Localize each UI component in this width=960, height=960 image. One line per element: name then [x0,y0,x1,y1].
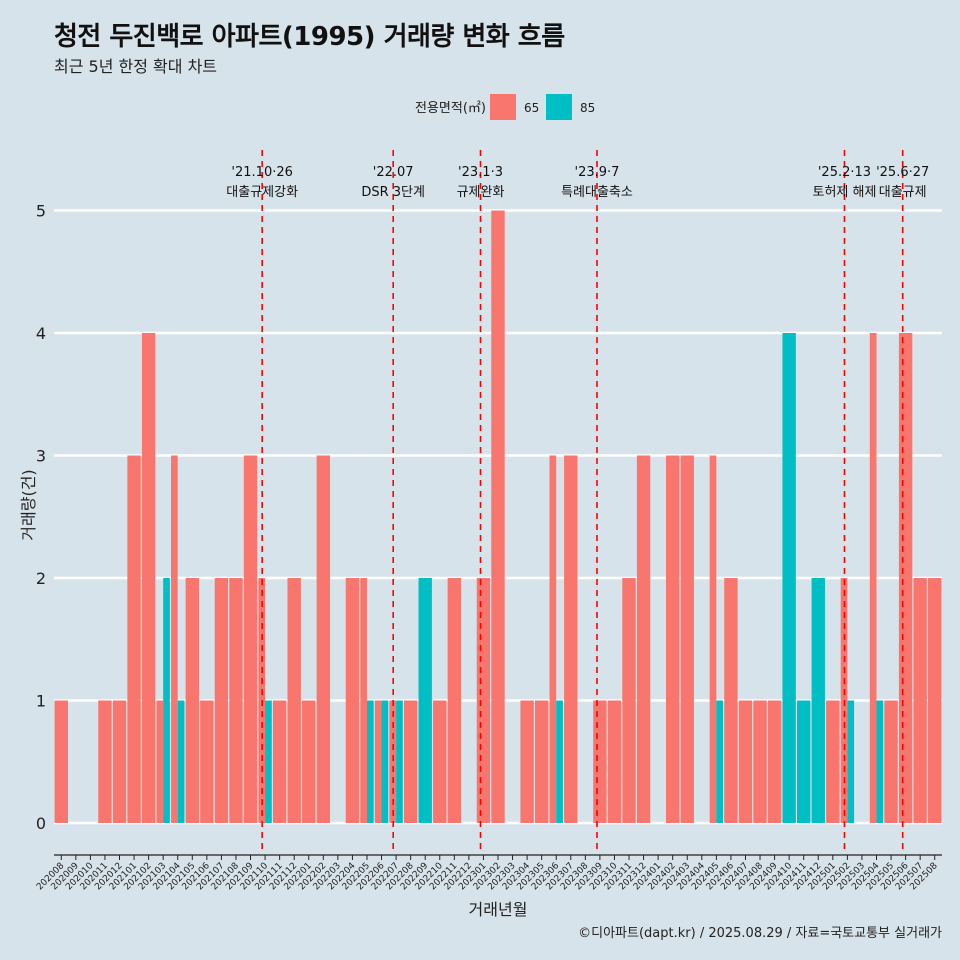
bar-202501-65 [826,700,840,823]
legend-label-85: 85 [580,101,595,115]
event-date: '21.10·26 [231,165,292,180]
bar-202412-85 [811,578,825,823]
bar-202508-65 [928,578,942,823]
bar-202104-65 [171,455,178,823]
bar-202207-85 [396,700,403,823]
bar-202106-65 [200,700,214,823]
bar-202304-65 [520,700,534,823]
bar-202112-65 [287,578,301,823]
y-tick-label: 5 [36,202,46,221]
bar-202105-65 [185,578,199,823]
bar-202410-85 [782,333,796,823]
bar-202507-65 [913,578,927,823]
bar-202406-65 [724,578,738,823]
bar-202103-85 [163,578,170,823]
bar-202301-65 [476,578,491,823]
x-axis-label: 거래년월 [469,900,528,919]
y-axis-label: 거래량(건) [19,469,38,540]
bar-202504-65 [869,333,877,823]
y-tick-label: 0 [36,814,46,833]
bar-202102-65 [141,333,156,823]
bar-202011-65 [98,700,112,823]
bar-202310-65 [607,700,622,823]
y-tick-label: 1 [36,692,46,711]
bar-202302-65 [491,210,505,823]
bar-202312-65 [636,455,651,823]
bar-202206-85 [381,700,389,823]
bar-202208-65 [403,700,418,823]
event-date: '22.07 [373,165,414,180]
event-date: '25.6·27 [876,165,929,180]
bar-202506-65 [898,333,913,823]
bar-202104-85 [177,700,185,823]
y-axis: 0 1 2 3 4 5 [36,202,46,834]
bar-202311-65 [622,578,636,823]
bar-202108-65 [229,578,243,823]
source-caption: ©디아파트(dapt.kr) / 2025.08.29 / 자료=국토교통부 실… [578,926,942,941]
bar-202405-65 [709,455,717,823]
bar-202103-65 [156,700,164,823]
event-date: '23.1·3 [458,165,503,180]
bar-202201-65 [302,700,316,823]
bar-202209-85 [418,578,432,823]
bar-202504-85 [876,700,884,823]
chart-subtitle: 최근 5년 한정 확대 차트 [54,57,218,76]
bar-202204-65 [345,578,360,823]
bar-202307-65 [564,455,578,823]
bar-202206-65 [374,700,382,823]
event-date: '25.2·13 [818,165,871,180]
bar-202309-65 [593,700,607,823]
bar-202306-85 [556,700,563,823]
bars [54,210,942,823]
bar-202505-65 [884,700,898,823]
bar-202205-65 [360,578,367,823]
y-tick-label: 3 [36,447,46,466]
bar-202306-65 [549,455,557,823]
bar-202110-85 [265,700,272,823]
bar-202008-65 [54,700,68,823]
chart-title: 청전 두진백로 아파트(1995) 거래량 변화 흐름 [54,22,565,52]
legend-swatch-85 [546,94,572,120]
legend-swatch-65 [490,94,516,120]
x-axis: 2020082020092020102020112020122021012021… [35,854,942,892]
bar-202402-65 [665,455,680,823]
bar-202107-65 [214,578,229,823]
bar-202409-65 [767,700,782,823]
bar-202101-65 [127,455,141,823]
bar-202211-65 [447,578,462,823]
event-label: 대출규제 [879,185,927,200]
bar-202407-65 [738,700,753,823]
event-label: 규제완화 [457,185,505,200]
y-tick-label: 4 [36,324,46,343]
bar-202305-65 [534,700,549,823]
event-label: DSR 3단계 [361,185,425,200]
event-date: '23.9·7 [575,165,620,180]
y-tick-label: 2 [36,569,46,588]
event-label: 특례대출축소 [561,185,633,200]
bar-202411-85 [797,700,811,823]
bar-202111-65 [272,700,287,823]
legend-label-65: 65 [524,101,539,115]
bar-202405-85 [716,700,724,823]
bar-202210-65 [433,700,447,823]
bar-202202-65 [316,455,331,823]
legend: 전용면적(㎡) 65 85 [415,94,595,120]
legend-title: 전용면적(㎡) [415,101,486,116]
event-label: 대출규제강화 [226,185,298,200]
event-label: 토허제 해제 [812,185,876,200]
bar-202109-65 [243,455,258,823]
bar-202205-85 [366,700,374,823]
event-lines [261,150,904,850]
bar-202207-65 [389,700,397,823]
event-annotations: '21.10·26 대출규제강화 '22.07 DSR 3단계 '23.1·3 규제완화 '… [226,165,929,200]
bar-202403-65 [680,455,694,823]
bar-202408-65 [753,700,767,823]
bar-202012-65 [112,700,127,823]
bar-202502-85 [847,700,855,823]
